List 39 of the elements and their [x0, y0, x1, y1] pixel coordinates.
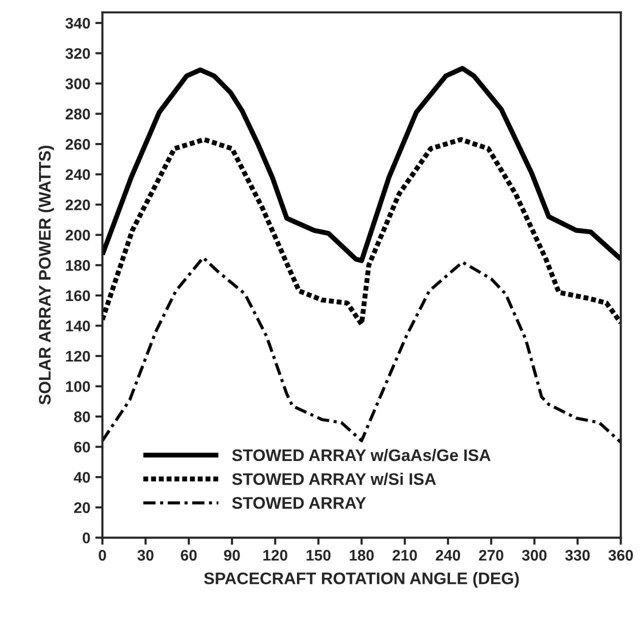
legend-label: STOWED ARRAY w/Si ISA — [232, 472, 436, 486]
x-tick-label: 90 — [224, 550, 240, 561]
legend-label: STOWED ARRAY w/GaAs/Ge ISA — [232, 448, 491, 462]
y-tick-label: 140 — [66, 320, 90, 332]
y-tick-label: 100 — [66, 381, 90, 392]
y-tick-label: 320 — [65, 48, 90, 59]
y-tick-label: 260 — [66, 138, 90, 150]
y-tick-label: 80 — [74, 411, 90, 422]
line-series — [102, 256, 621, 444]
x-tick-label: 180 — [350, 550, 374, 561]
x-tick-label: 300 — [522, 550, 547, 561]
y-tick-label: 120 — [66, 350, 90, 362]
line-series — [102, 66, 621, 264]
x-axis-title: SPACECRAFT ROTATION ANGLE (DEG) — [204, 572, 519, 588]
y-tick-label: 160 — [66, 290, 90, 302]
x-tick-label: 360 — [608, 550, 633, 561]
y-tick-label: 40 — [74, 472, 90, 483]
y-tick-label: 300 — [65, 78, 90, 90]
x-tick-label: 0 — [98, 550, 106, 561]
x-tick-label: 30 — [137, 550, 154, 561]
line-series — [102, 137, 621, 327]
x-tick-label: 330 — [565, 550, 590, 561]
y-tick-label: 340 — [65, 18, 90, 29]
y-tick-label: 0 — [82, 532, 90, 544]
y-tick-label: 180 — [66, 260, 90, 271]
y-tick-label: 280 — [66, 108, 90, 120]
legend-label: STOWED ARRAY — [232, 497, 366, 509]
y-axis-title: SOLAR ARRAY POWER (WATTS) — [38, 146, 54, 405]
x-tick-label: 60 — [180, 550, 197, 561]
y-tick-label: 240 — [66, 169, 90, 180]
y-tick-label: 20 — [74, 502, 90, 514]
x-tick-label: 270 — [478, 550, 504, 561]
y-tick-label: 220 — [66, 199, 90, 210]
x-tick-label: 210 — [392, 550, 417, 561]
x-tick-label: 120 — [263, 550, 288, 561]
x-tick-label: 240 — [436, 550, 460, 561]
y-tick-label: 60 — [74, 442, 90, 453]
x-tick-label: 150 — [306, 550, 331, 561]
y-tick-label: 200 — [66, 230, 90, 241]
